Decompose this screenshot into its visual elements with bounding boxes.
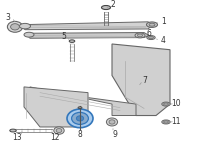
Ellipse shape — [102, 5, 110, 10]
Polygon shape — [26, 32, 149, 38]
Text: 6: 6 — [147, 29, 151, 38]
Ellipse shape — [164, 103, 168, 105]
Circle shape — [56, 128, 62, 133]
Ellipse shape — [146, 22, 158, 27]
Ellipse shape — [135, 33, 145, 38]
Text: 13: 13 — [12, 133, 22, 142]
Circle shape — [109, 120, 115, 124]
Polygon shape — [24, 87, 88, 127]
Text: 8: 8 — [78, 130, 82, 139]
Text: 2: 2 — [111, 0, 115, 9]
Ellipse shape — [78, 107, 82, 109]
Ellipse shape — [162, 102, 170, 106]
Polygon shape — [21, 22, 153, 30]
Text: 11: 11 — [171, 117, 181, 126]
Text: 4: 4 — [161, 36, 165, 45]
Ellipse shape — [149, 23, 155, 26]
Ellipse shape — [10, 129, 16, 132]
Ellipse shape — [164, 121, 168, 123]
Circle shape — [7, 21, 23, 32]
Polygon shape — [112, 44, 170, 116]
Circle shape — [72, 112, 88, 124]
Text: 7: 7 — [143, 76, 147, 85]
Ellipse shape — [147, 36, 155, 40]
Text: 9: 9 — [113, 130, 117, 139]
Text: 5: 5 — [62, 32, 66, 41]
Ellipse shape — [20, 23, 30, 29]
Text: 10: 10 — [171, 99, 181, 108]
Circle shape — [11, 24, 19, 30]
Text: 12: 12 — [50, 133, 60, 142]
Polygon shape — [30, 87, 136, 116]
Ellipse shape — [162, 120, 170, 124]
Circle shape — [67, 109, 93, 128]
Text: 1: 1 — [162, 17, 166, 26]
Ellipse shape — [69, 40, 75, 42]
Text: 3: 3 — [6, 13, 10, 22]
Circle shape — [106, 118, 118, 126]
Ellipse shape — [137, 34, 143, 37]
Circle shape — [76, 116, 84, 121]
Ellipse shape — [24, 32, 34, 37]
Circle shape — [54, 127, 64, 134]
Ellipse shape — [149, 36, 153, 39]
